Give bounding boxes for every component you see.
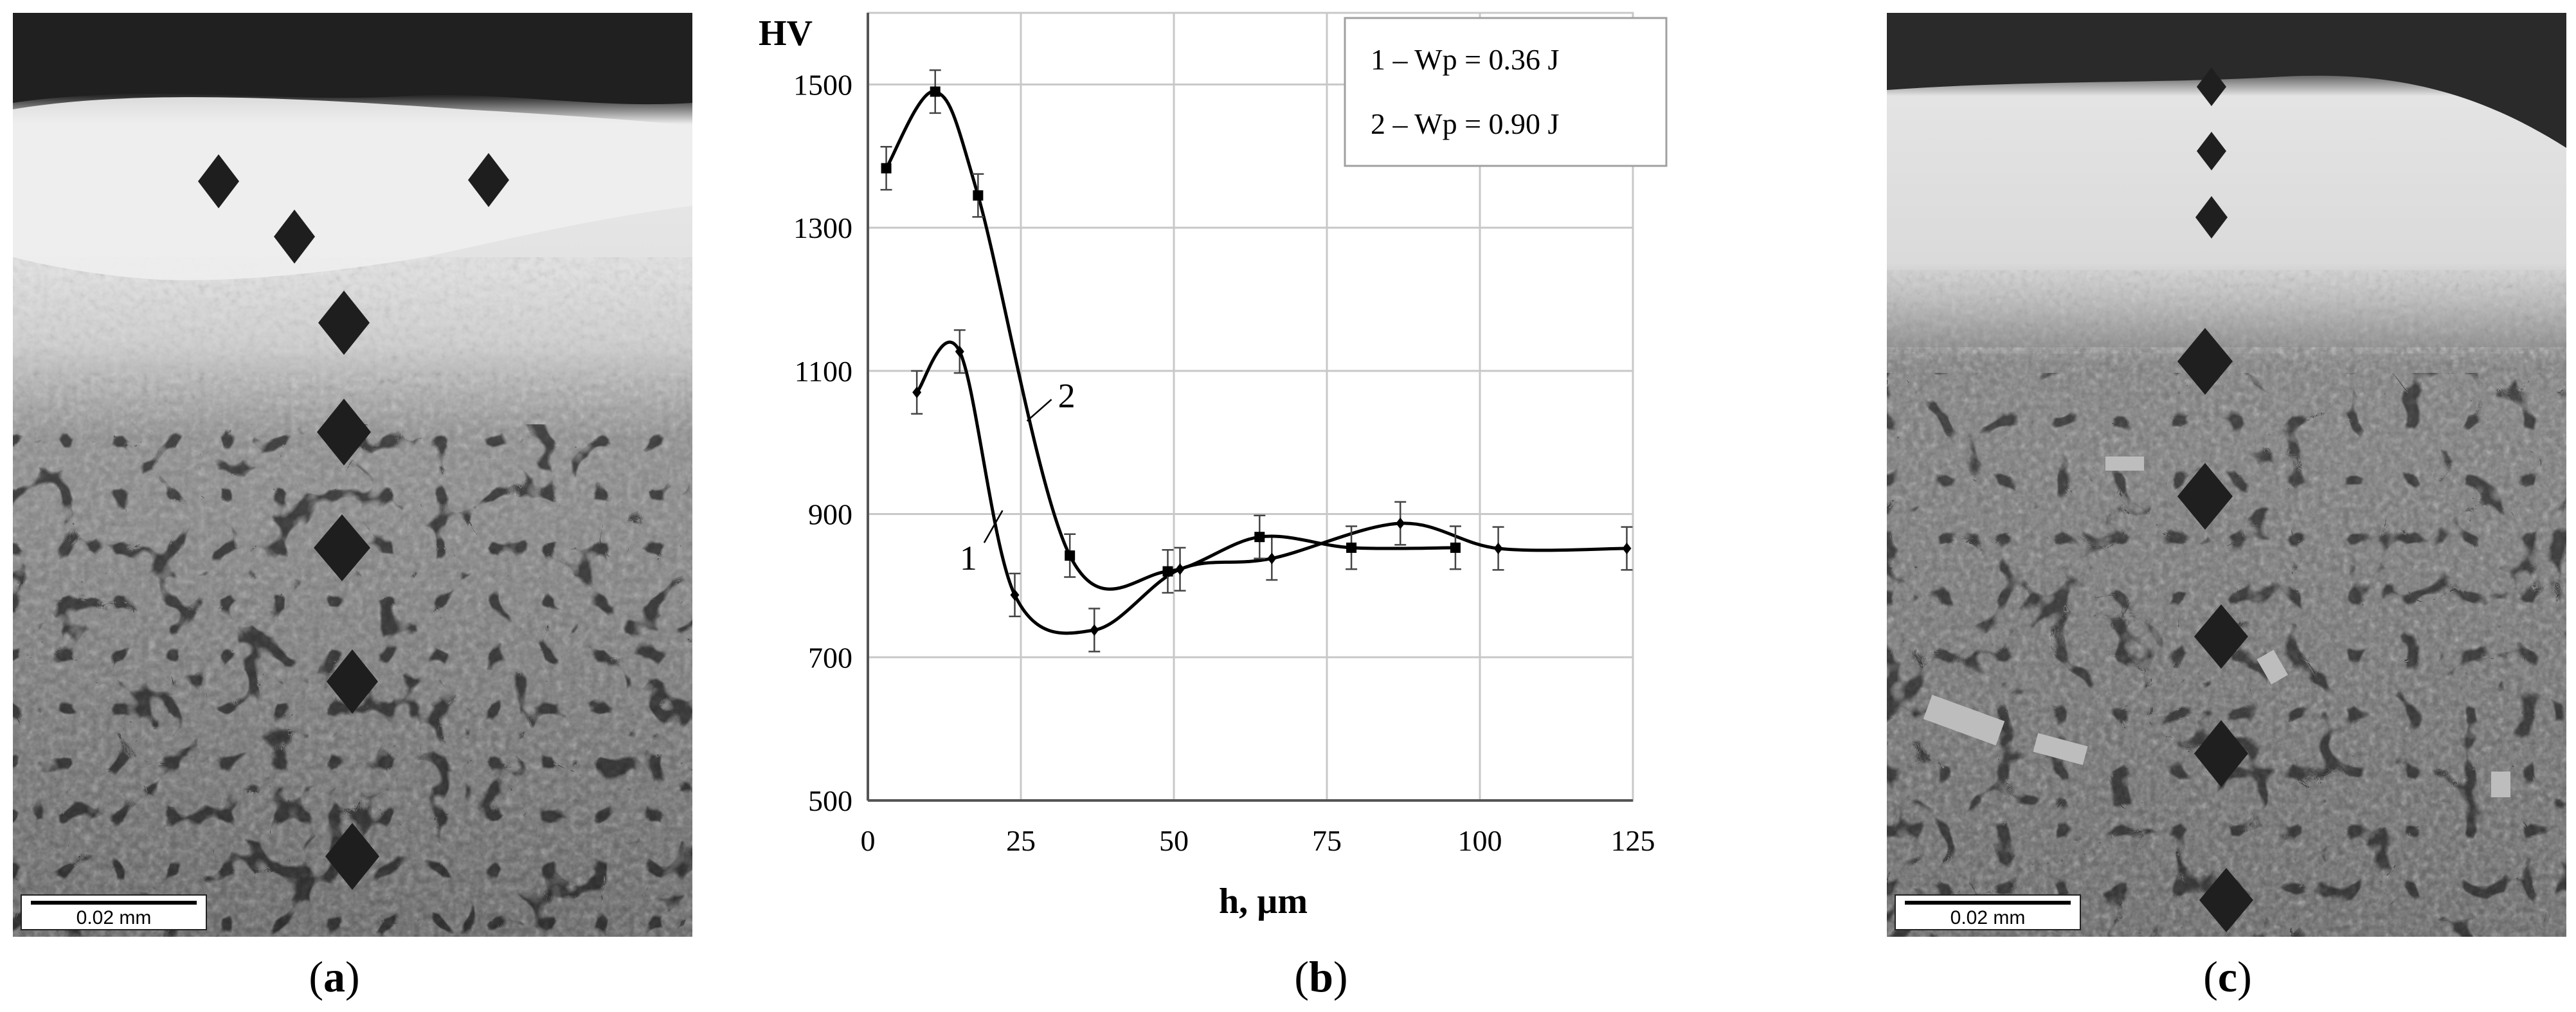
label-1-leader [983,510,1004,543]
series-1-line [915,340,1627,635]
data-point [1450,542,1461,553]
chart-series: 21 [880,69,1633,653]
caption-a-letter: a [323,952,345,1001]
scale-bar-label: 0.02 mm [76,907,152,928]
scale-bar-line [31,901,197,905]
caption-b: (b) [1294,952,1348,1001]
chart-legend: 1 – Wp = 0.36 J 2 – Wp = 0.90 J [1344,17,1668,167]
y-tick-label: 1500 [793,68,852,101]
micrograph-c-image [1887,13,2566,937]
inclusions-c [1923,456,2510,797]
y-tick-label: 900 [808,498,852,531]
indent-marks-c [2177,68,2253,932]
y-tick-label: 1300 [793,212,852,244]
data-point [930,86,941,97]
chart-tick-labels: 500 700 900 1100 1300 1500 0 25 50 75 100 125 [793,68,1655,857]
caption-a: (a) [309,952,360,1001]
data-point [1162,566,1173,577]
x-tick-label: 25 [1006,824,1036,857]
indent-marks-a [198,153,509,890]
chart-axes [867,13,1633,802]
data-point [1396,518,1405,530]
x-axis-label: h, µm [1219,881,1308,921]
micrograph-c: 0.02 mm [1887,13,2566,937]
y-tick-label: 500 [808,784,852,817]
data-point [1346,542,1357,553]
x-tick-label: 50 [1159,824,1189,857]
data-point [1065,550,1076,561]
x-tick-label: 100 [1458,824,1502,857]
data-point [881,163,892,174]
data-point [912,386,922,399]
series-2 [880,69,1461,594]
data-point [1254,532,1265,543]
data-point [1267,552,1277,565]
data-point [1010,589,1020,601]
data-point [1493,543,1503,554]
scale-bar-line [1905,901,2071,905]
scale-bar-label: 0.02 mm [1950,907,2026,928]
y-tick-label: 1100 [795,355,852,388]
series-1-label: 1 [960,539,977,577]
legend-entry-2: 2 – Wp = 0.90 J [1371,107,1559,140]
y-tick-label: 700 [808,641,852,674]
caption-c-letter: c [2217,952,2238,1001]
label-2-leader [1026,399,1052,422]
micrograph-a-image [13,13,692,937]
data-point [1090,624,1099,636]
data-point [1622,543,1632,554]
legend-entry-1: 1 – Wp = 0.36 J [1371,43,1559,76]
caption-c: (c) [2203,952,2252,1001]
series-2-label: 2 [1058,376,1076,415]
x-tick-label: 75 [1312,824,1342,857]
micrograph-a: 0.02 mm [13,13,692,937]
x-tick-label: 125 [1611,824,1655,857]
y-axis-label: HV [759,14,813,53]
caption-b-letter: b [1309,952,1333,1001]
legend-box [1344,17,1668,167]
data-point [955,345,964,357]
data-point [973,190,984,201]
scale-bar-a: 0.02 mm [21,894,207,930]
series-2-line [885,89,1455,591]
scale-bar-c: 0.02 mm [1895,894,2081,930]
x-tick-label: 0 [861,824,876,857]
